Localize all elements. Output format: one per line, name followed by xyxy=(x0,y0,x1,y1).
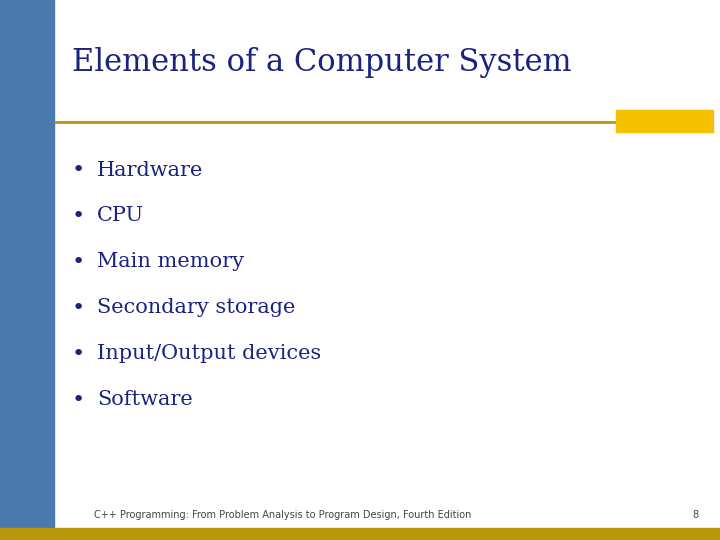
Text: Elements of a Computer System: Elements of a Computer System xyxy=(72,46,572,78)
Bar xyxy=(616,110,713,132)
Text: Input/Output devices: Input/Output devices xyxy=(97,344,321,363)
Text: Secondary storage: Secondary storage xyxy=(97,298,296,318)
Text: CPU: CPU xyxy=(97,206,144,226)
Text: 8: 8 xyxy=(692,510,698,519)
Bar xyxy=(0,528,720,540)
Text: Software: Software xyxy=(97,390,193,409)
Text: •: • xyxy=(71,206,84,226)
Bar xyxy=(0,0,54,540)
Text: Main memory: Main memory xyxy=(97,252,244,272)
Text: •: • xyxy=(71,343,84,364)
Text: •: • xyxy=(71,298,84,318)
Text: Hardware: Hardware xyxy=(97,160,204,180)
Text: C++ Programming: From Problem Analysis to Program Design, Fourth Edition: C++ Programming: From Problem Analysis t… xyxy=(94,510,471,519)
Text: •: • xyxy=(71,389,84,410)
Text: •: • xyxy=(71,252,84,272)
Text: •: • xyxy=(71,160,84,180)
